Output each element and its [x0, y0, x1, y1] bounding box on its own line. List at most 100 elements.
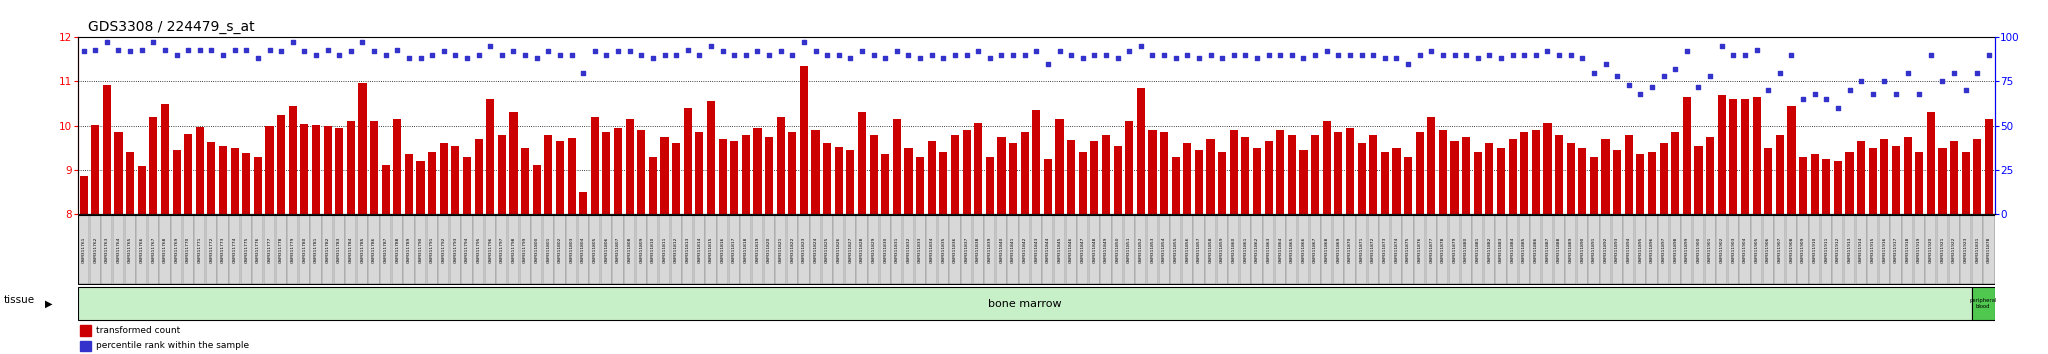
Point	[125, 47, 158, 52]
Bar	[346, 121, 354, 214]
Text: GSM311811: GSM311811	[662, 236, 666, 263]
Bar	[881, 215, 891, 284]
Text: GSM311779: GSM311779	[291, 236, 295, 263]
Point	[729, 52, 762, 58]
Point	[1090, 52, 1122, 58]
Point	[1473, 52, 1505, 58]
Bar	[881, 154, 889, 214]
Bar	[485, 215, 496, 284]
Point	[754, 52, 786, 58]
Bar	[1251, 215, 1264, 284]
Bar	[1681, 215, 1692, 284]
Text: GSM311793: GSM311793	[453, 236, 457, 263]
Text: GSM311768: GSM311768	[164, 236, 168, 263]
Bar	[1788, 106, 1796, 214]
Point	[682, 52, 715, 58]
Bar	[834, 215, 844, 284]
Point	[1694, 73, 1726, 79]
Point	[1020, 48, 1053, 54]
Text: GSM311905: GSM311905	[1755, 236, 1759, 263]
Bar	[801, 66, 809, 214]
Bar	[1204, 215, 1217, 284]
Text: GSM311867: GSM311867	[1313, 236, 1317, 263]
Text: GSM311780: GSM311780	[303, 236, 307, 263]
Text: GSM311856: GSM311856	[1186, 236, 1190, 263]
Text: GSM311781: GSM311781	[313, 236, 317, 263]
Point	[346, 40, 379, 45]
Text: GSM311810: GSM311810	[651, 236, 655, 263]
Text: GSM311772: GSM311772	[209, 236, 213, 263]
Text: GSM311765: GSM311765	[129, 236, 133, 263]
Bar	[1821, 215, 1831, 284]
Point	[1229, 52, 1262, 58]
Text: GSM311815: GSM311815	[709, 236, 713, 263]
Bar	[391, 215, 403, 284]
Point	[1450, 52, 1483, 58]
Text: GSM311869: GSM311869	[1337, 236, 1339, 263]
Text: GSM311788: GSM311788	[395, 236, 399, 263]
Bar	[1647, 215, 1657, 284]
Text: GSM311898: GSM311898	[1673, 236, 1677, 263]
Bar	[289, 106, 297, 214]
Point	[1520, 52, 1552, 58]
Text: GSM311837: GSM311837	[965, 236, 969, 263]
Bar	[659, 215, 670, 284]
Bar	[182, 215, 195, 284]
Bar	[754, 128, 762, 214]
Bar	[520, 148, 528, 214]
Bar	[135, 215, 147, 284]
Text: GSM311903: GSM311903	[1731, 236, 1735, 263]
Point	[1055, 52, 1087, 58]
Bar	[1868, 215, 1878, 284]
Point	[1554, 52, 1587, 58]
Text: GSM311818: GSM311818	[743, 236, 748, 263]
Bar	[1264, 141, 1272, 214]
Bar	[381, 215, 391, 284]
Text: GSM311809: GSM311809	[639, 236, 643, 263]
Bar	[940, 152, 948, 214]
Point	[1032, 61, 1065, 67]
Bar	[938, 215, 948, 284]
Text: GSM311893: GSM311893	[1616, 236, 1620, 263]
Bar	[403, 215, 414, 284]
Text: GSM311880: GSM311880	[1464, 236, 1468, 263]
Point	[207, 52, 240, 58]
Point	[1067, 56, 1100, 61]
Point	[1751, 87, 1784, 93]
Bar	[1450, 141, 1458, 214]
Point	[242, 56, 274, 61]
Point	[1681, 84, 1714, 90]
Point	[1833, 87, 1866, 93]
Bar	[1589, 215, 1599, 284]
Bar	[590, 117, 598, 214]
Text: GSM311908: GSM311908	[1790, 236, 1794, 263]
Bar	[162, 104, 170, 214]
Bar	[731, 141, 737, 214]
Bar	[1032, 110, 1040, 214]
Text: GSM311786: GSM311786	[373, 236, 377, 263]
Text: GSM311917: GSM311917	[1894, 236, 1898, 263]
Point	[1008, 52, 1040, 58]
Point	[264, 48, 297, 54]
Text: GSM311771: GSM311771	[199, 236, 203, 263]
Bar	[195, 215, 205, 284]
Bar	[461, 215, 473, 284]
Point	[150, 47, 182, 52]
Bar	[80, 341, 90, 351]
Bar	[1774, 215, 1786, 284]
Point	[590, 52, 623, 58]
Text: GSM311833: GSM311833	[918, 236, 922, 263]
Text: GSM311862: GSM311862	[1255, 236, 1260, 263]
Bar	[78, 215, 90, 284]
Point	[80, 47, 113, 52]
Bar	[1683, 97, 1692, 214]
Bar	[1114, 145, 1122, 214]
Bar	[1055, 119, 1063, 214]
Bar	[1972, 287, 1995, 320]
Bar	[973, 215, 983, 284]
Point	[1368, 56, 1401, 61]
Bar	[1497, 148, 1505, 214]
Text: GSM311846: GSM311846	[1069, 236, 1073, 263]
Bar	[217, 215, 229, 284]
Text: GSM311840: GSM311840	[999, 236, 1004, 263]
